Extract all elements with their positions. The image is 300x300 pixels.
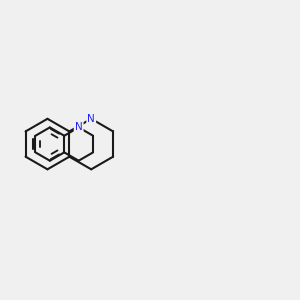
Text: N: N xyxy=(87,114,95,124)
Text: N: N xyxy=(75,122,83,132)
